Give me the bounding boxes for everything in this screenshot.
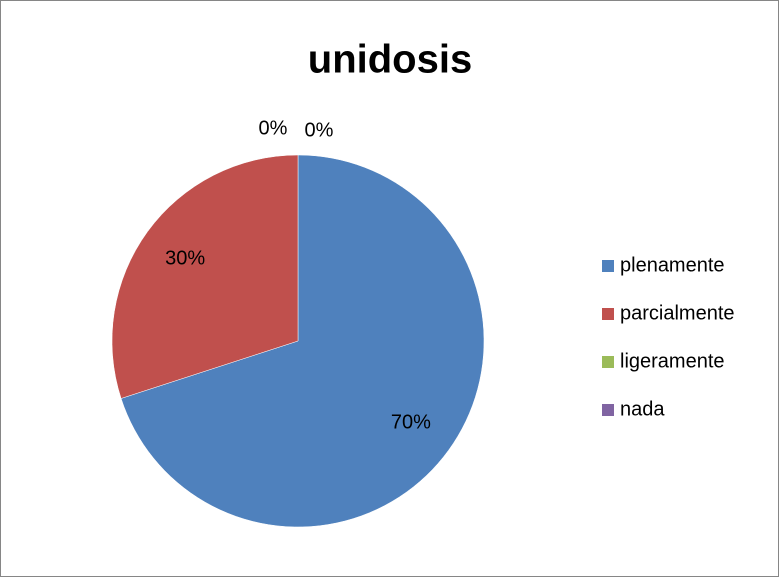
legend-swatch <box>602 260 614 272</box>
data-label: 0% <box>305 119 334 141</box>
pie-slice <box>111 154 299 399</box>
data-label: 0% <box>259 117 288 139</box>
legend-swatch <box>602 404 614 416</box>
chart-title: unidosis <box>308 38 472 82</box>
pie-slice <box>120 154 485 528</box>
legend-label: plenamente <box>620 254 725 276</box>
legend-label: parcialmente <box>620 302 735 324</box>
legend-swatch <box>602 356 614 368</box>
data-label: 30% <box>165 247 205 269</box>
legend-swatch <box>602 308 614 320</box>
legend-label: nada <box>620 398 665 420</box>
legend-label: ligeramente <box>620 350 725 372</box>
data-label: 70% <box>391 411 431 433</box>
